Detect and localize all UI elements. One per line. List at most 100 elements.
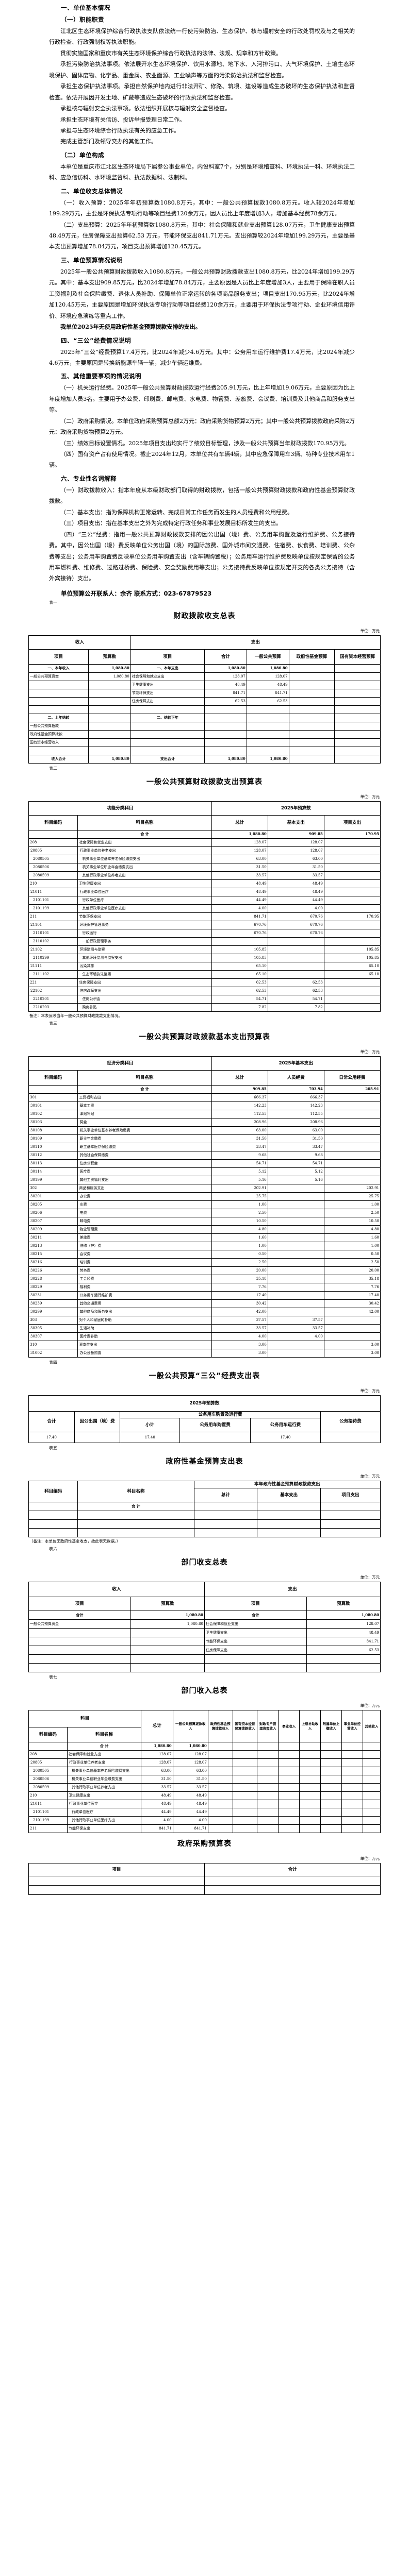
cell-code: 2101101 bbox=[28, 1808, 68, 1817]
cell-basic bbox=[267, 961, 324, 971]
cell-total: 142.23 bbox=[211, 1101, 268, 1110]
cell-name: 合 计 bbox=[77, 1084, 212, 1094]
cell-subordinate bbox=[320, 1816, 342, 1825]
cell-basic: 62.53 bbox=[267, 986, 324, 995]
cell-name: 其他行政事业单位医疗支出 bbox=[77, 904, 212, 913]
cell-income-item: 收入合计 bbox=[28, 754, 89, 764]
paragraph: 本单位是重庆市江北区生态环境局下属参公事业单位，内设科室7个，分别是环境稽查科、… bbox=[49, 163, 355, 181]
cell-code: 2101199 bbox=[28, 904, 78, 913]
th-basic: 基本支出 bbox=[257, 1488, 321, 1503]
table-row: 30108 机关事业单位基本养老保险缴费 63.00 63.00 bbox=[28, 1126, 381, 1135]
cell-code: 21101 bbox=[28, 920, 78, 929]
cell-name: 其他商品和服务支出 bbox=[77, 1307, 212, 1316]
cell-basic: 670.76 bbox=[267, 912, 324, 921]
cell-other bbox=[362, 1742, 381, 1751]
cell-expend-item: 节能环保支出 bbox=[130, 688, 205, 698]
cell-general: 33.57 bbox=[172, 1783, 208, 1792]
table-row: 303 对个人和家庭的补助 37.57 37.57 bbox=[28, 1315, 381, 1325]
table-row bbox=[28, 1519, 381, 1529]
cell-income-item bbox=[28, 746, 89, 755]
cell-person: 9.68 bbox=[267, 1150, 324, 1160]
cell-business bbox=[341, 1816, 363, 1825]
cell-project: 170.95 bbox=[323, 912, 381, 921]
cell-name: 维修（护）费 bbox=[77, 1241, 212, 1250]
cell-superior bbox=[299, 1750, 321, 1759]
cell-income-item: 合计 bbox=[28, 1611, 131, 1620]
cell-career bbox=[278, 1767, 300, 1776]
th-code: 科目编码 bbox=[28, 1070, 78, 1086]
cell-total: 105.85 bbox=[211, 945, 268, 954]
table-row: 2110101 行政运行 670.76 670.76 bbox=[28, 928, 381, 938]
cell-code bbox=[28, 1511, 78, 1520]
paragraph: 2025年一般公共预算财政拨款收入1080.8万元，一般公共预算财政拨款支出10… bbox=[49, 268, 355, 319]
cell-code: 2110101 bbox=[28, 928, 78, 938]
paragraph-emphasis: 我单位2025年无使用政府性基金预算拨款安排的支出。 bbox=[60, 324, 201, 331]
cell-total: 48.49 bbox=[141, 1800, 173, 1809]
cell-total: 208.96 bbox=[211, 1117, 268, 1127]
cell-stateowned bbox=[232, 1742, 258, 1751]
cell-code: 30211 bbox=[28, 1233, 78, 1242]
cell-total: 670.76 bbox=[211, 920, 268, 929]
department-income-expenditure-summary-table: 收入 支出 项目 预算数 项目 预算数 合计 1,080.80 合计 1,080.80… bbox=[28, 1582, 381, 1673]
cell-specialacct bbox=[257, 1816, 279, 1825]
cell-total: 42.00 bbox=[211, 1307, 268, 1316]
paragraph: 完成主管部门及领导交办的其他工作。 bbox=[60, 138, 157, 145]
cell-subordinate bbox=[320, 1808, 342, 1817]
cell-daily: 0.50 bbox=[323, 1249, 381, 1259]
cell-daily: 20.00 bbox=[323, 1266, 381, 1275]
cell-career bbox=[278, 1750, 300, 1759]
cell-other bbox=[362, 1808, 381, 1817]
cell-expend-item: 支出合计 bbox=[130, 754, 205, 764]
cell-code: 2210203 bbox=[28, 1003, 78, 1012]
table-row: 30103 奖金 208.96 208.96 bbox=[28, 1117, 381, 1127]
table-label: 表七 bbox=[49, 1675, 57, 1680]
cell-expend-item bbox=[204, 1663, 307, 1673]
cell-name: 电费 bbox=[77, 1208, 212, 1217]
table-title: 部门收入总表 bbox=[181, 1687, 228, 1696]
cell-expend-value: 1,080.80 bbox=[306, 1611, 381, 1620]
cell-total: 670.76 bbox=[211, 928, 268, 938]
cell-subordinate bbox=[320, 1783, 342, 1792]
cell-specialacct bbox=[257, 1783, 279, 1792]
th-function-class: 功能分类科目 bbox=[28, 801, 212, 816]
cell-code: 20805 bbox=[28, 846, 78, 855]
th-total: 总计 bbox=[141, 1710, 173, 1743]
cell-person bbox=[267, 1225, 324, 1234]
cell-code: 310 bbox=[28, 1340, 78, 1349]
table-title: 政府性基金预算支出表 bbox=[166, 1458, 243, 1466]
table-row bbox=[28, 1876, 381, 1886]
cell-expend-item: 卫生健康支出 bbox=[204, 1628, 307, 1638]
cell-name: 医疗费补助 bbox=[77, 1332, 212, 1341]
cell-code: 30228 bbox=[28, 1274, 78, 1283]
cell-superior bbox=[299, 1816, 321, 1825]
cell-total: 5.16 bbox=[211, 1175, 268, 1184]
cell-general: 63.00 bbox=[172, 1767, 208, 1776]
cell-total: 65.10 bbox=[211, 970, 268, 979]
cell-income-item: 一般公共预算资金 bbox=[28, 1619, 131, 1629]
table-unit: 单位：万元 bbox=[360, 1388, 380, 1393]
cell-subordinate bbox=[320, 1824, 342, 1834]
cell-basic: 62.53 bbox=[267, 978, 324, 987]
table-row: 合 计 bbox=[28, 1502, 381, 1512]
cell-expend-item bbox=[130, 738, 205, 747]
table-row: 2111102 生态环境执法监察 65.10 65.10 bbox=[28, 970, 381, 979]
cell-total: 65.10 bbox=[211, 961, 268, 971]
cell-income-value bbox=[88, 705, 131, 714]
table-row: 30216 培训费 2.50 2.50 bbox=[28, 1258, 381, 1267]
table-row: 21111 污染减排 65.10 65.10 bbox=[28, 961, 381, 971]
cell-project bbox=[320, 1511, 381, 1520]
cell-daily bbox=[323, 1101, 381, 1110]
cell-code: 30299 bbox=[28, 1307, 78, 1316]
cell-person bbox=[267, 1340, 324, 1349]
th-special-account: 财政专户管理资金收入 bbox=[257, 1710, 279, 1743]
paragraph: （一）收入预算：2025年年初预算数1080.8万元，其中：一般公共预算拨款10… bbox=[49, 199, 355, 217]
th-item-expend: 项目 bbox=[130, 649, 205, 665]
cell-name: 行政运行 bbox=[77, 928, 212, 938]
table-row: 221 住房保障支出 62.53 62.53 bbox=[28, 978, 381, 987]
cell-govfund bbox=[207, 1742, 233, 1751]
cell-project bbox=[323, 862, 381, 872]
cell-stateowned bbox=[232, 1758, 258, 1768]
cell-code: 30113 bbox=[28, 1159, 78, 1168]
table-row: 31002 办公设备购置 3.00 3.00 bbox=[28, 1348, 381, 1358]
table-row: 22102 住房改革支出 62.53 62.53 bbox=[28, 986, 381, 995]
